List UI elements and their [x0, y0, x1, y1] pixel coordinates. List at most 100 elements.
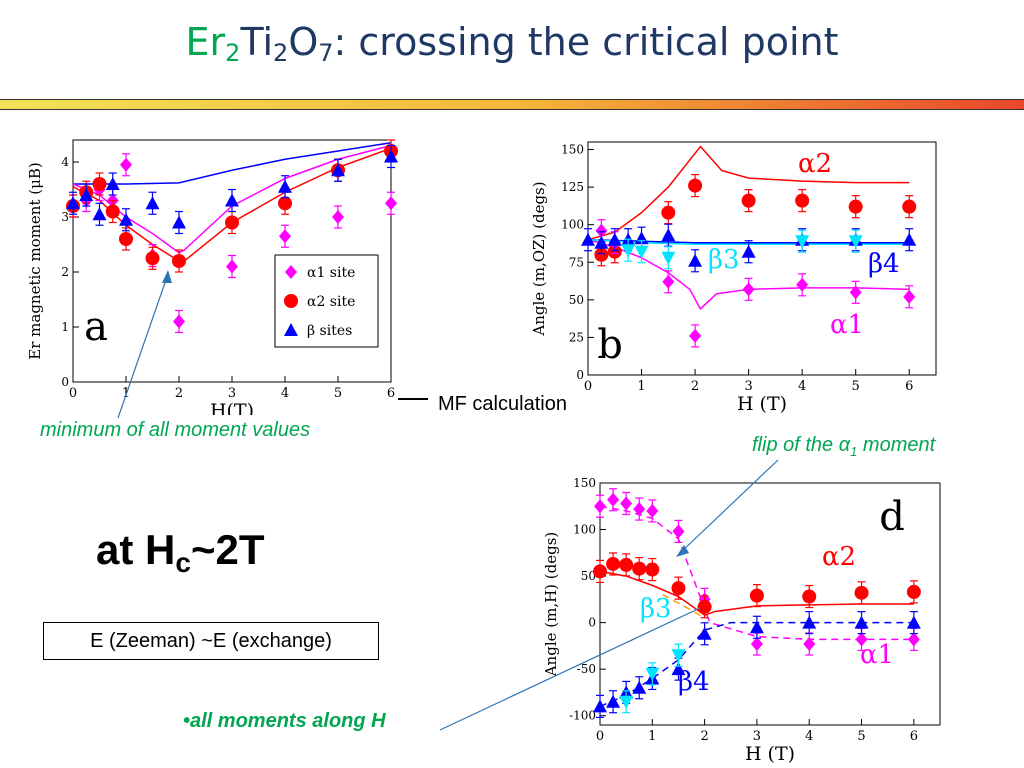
data-point [662, 274, 675, 289]
data-point [332, 210, 344, 224]
x-tick-label: 5 [857, 729, 865, 744]
legend-marker [285, 265, 297, 279]
x-tick-label: 1 [648, 729, 656, 744]
annotation-along-h: •all moments along H [183, 710, 386, 732]
curve-label: α1 [860, 640, 894, 670]
mf-curve [587, 145, 910, 241]
x-tick-label: 2 [691, 379, 699, 394]
data-point [92, 177, 107, 191]
arrow-flip-head [676, 545, 689, 557]
x-tick-label: 5 [852, 379, 860, 394]
x-tick-label: 2 [175, 386, 183, 401]
data-point [671, 581, 686, 596]
data-point [750, 637, 763, 652]
curve-label: β4 [868, 249, 900, 279]
y-tick-label: 3 [61, 210, 69, 224]
y-tick-label: 0 [61, 375, 69, 389]
panel-letter: d [879, 494, 905, 540]
y-tick-label: -50 [577, 662, 596, 676]
data-point [633, 502, 646, 517]
title-sub-2: 2 [273, 39, 289, 67]
data-point [803, 637, 816, 652]
x-tick-label: 4 [805, 729, 813, 744]
y-tick-label: 2 [61, 265, 69, 279]
slide-title: Er2Ti2O7: crossing the critical point [0, 20, 1024, 67]
y-tick-label: 50 [569, 293, 584, 307]
data-point [66, 196, 80, 210]
data-point [902, 232, 917, 246]
y-tick-label: 125 [561, 180, 584, 194]
y-tick-label: 50 [581, 569, 596, 583]
critical-field-label: at Hc~2T [96, 526, 264, 579]
data-point [848, 199, 863, 214]
data-point [145, 196, 160, 210]
x-axis-label: H (T) [737, 393, 787, 415]
annotation-minimum: minimum of all moment values [40, 419, 311, 441]
data-point [697, 599, 712, 614]
mf-curve [587, 238, 910, 311]
data-point [225, 215, 239, 230]
x-tick-label: 3 [744, 379, 752, 394]
legend-label: α1 site [307, 265, 355, 281]
x-axis-label: H (T) [745, 743, 795, 765]
y-tick-label: 75 [569, 255, 584, 269]
data-point [621, 244, 636, 258]
data-point [92, 207, 107, 221]
data-point [906, 584, 921, 599]
curve-label: β3 [708, 245, 740, 275]
y-axis-label: Angle (m,OZ) (degs) [530, 181, 548, 336]
series-triangle-down [619, 643, 686, 714]
panel-letter: a [84, 304, 108, 350]
data-point [902, 199, 917, 214]
energy-box: E (Zeeman) ~E (exchange) [43, 622, 379, 660]
y-tick-label: 0 [588, 616, 596, 630]
data-point [279, 229, 291, 244]
data-point [119, 212, 133, 226]
mf-curve [599, 621, 914, 708]
data-point [661, 251, 676, 265]
panel-letter: b [597, 322, 623, 368]
data-point [594, 235, 609, 249]
data-point [742, 282, 755, 297]
data-point [119, 232, 133, 246]
arrow-flip [679, 459, 779, 554]
data-point [848, 235, 863, 249]
data-point [741, 244, 756, 258]
title-sub-3: 7 [318, 39, 334, 67]
y-tick-label: 150 [573, 476, 596, 490]
data-point [593, 564, 607, 579]
mf-line-icon [398, 397, 428, 400]
x-tick-label: 1 [637, 379, 645, 394]
title-o: O [288, 20, 319, 64]
data-point [385, 196, 397, 211]
data-point [689, 328, 702, 343]
data-point [105, 204, 120, 219]
series-diamond [594, 488, 920, 656]
data-point [645, 667, 660, 681]
curve-label: α2 [822, 542, 856, 572]
data-point [632, 680, 647, 694]
x-tick-label: 0 [69, 386, 77, 401]
data-point [619, 695, 634, 709]
data-point [172, 215, 186, 229]
x-axis-label: H(T) [210, 400, 254, 415]
y-tick-label: 4 [61, 155, 69, 169]
data-point [855, 632, 868, 647]
data-point [632, 561, 647, 576]
data-point [105, 177, 120, 190]
hc-sub: c [175, 547, 191, 578]
data-point [854, 615, 869, 629]
hc-value: ~2T [190, 526, 265, 573]
mf-curve [662, 594, 705, 619]
series-triangle [593, 611, 921, 718]
annotation-flip: flip of the α1 moment [752, 434, 935, 459]
data-point [619, 557, 634, 572]
data-point [671, 649, 686, 663]
x-tick-label: 0 [596, 729, 604, 744]
data-point [607, 232, 622, 246]
title-rest: : crossing the critical point [333, 20, 839, 64]
data-point [854, 585, 869, 600]
data-point [172, 254, 186, 268]
data-point [906, 615, 921, 629]
legend-marker [284, 294, 298, 308]
